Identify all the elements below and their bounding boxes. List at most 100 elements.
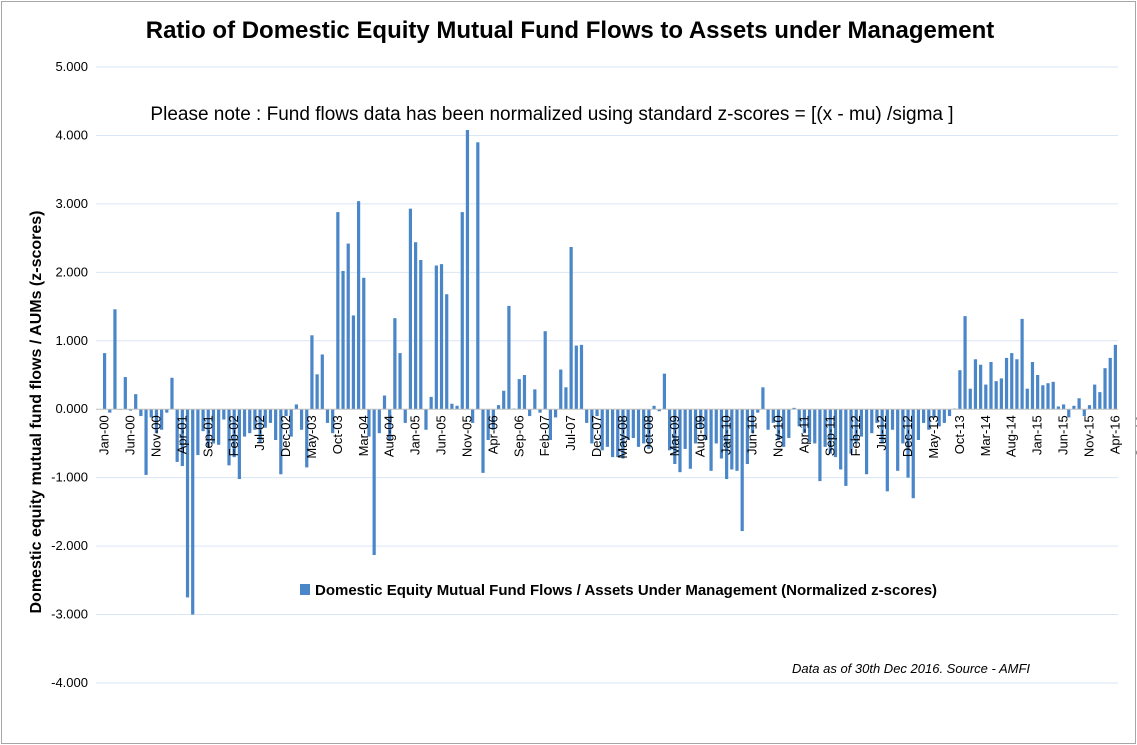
bar xyxy=(434,265,438,410)
bar xyxy=(947,409,952,417)
bar xyxy=(351,315,356,410)
bar xyxy=(636,409,641,447)
bar xyxy=(683,409,687,449)
bar xyxy=(564,387,568,410)
bar xyxy=(730,409,734,470)
bar xyxy=(1108,357,1112,410)
x-tick-label: Feb-07 xyxy=(537,415,552,456)
bar xyxy=(414,242,418,410)
bar xyxy=(528,409,532,417)
bar xyxy=(735,409,739,471)
x-tick-label: Dec-07 xyxy=(589,415,604,457)
bar xyxy=(217,409,221,445)
x-tick-label: Feb-12 xyxy=(848,415,863,456)
bar xyxy=(1046,383,1050,410)
x-tick-label: Jun-15 xyxy=(1056,415,1071,455)
bar xyxy=(471,409,475,423)
x-tick-label: Sep-01 xyxy=(200,415,215,457)
bar xyxy=(885,409,889,492)
bar xyxy=(227,409,231,466)
x-tick-label: Jun-10 xyxy=(745,415,760,455)
bar xyxy=(268,409,273,423)
bar xyxy=(668,409,672,451)
bar xyxy=(496,405,501,410)
bar xyxy=(896,409,900,471)
x-tick-label: May-03 xyxy=(304,415,319,458)
bar xyxy=(890,409,895,430)
bar xyxy=(336,212,340,410)
x-tick-label: Apr-06 xyxy=(485,415,500,454)
bar xyxy=(610,409,615,458)
x-tick-label: Mar-09 xyxy=(667,415,682,456)
bar xyxy=(180,409,184,467)
bar xyxy=(776,409,781,441)
x-tick-label: Nov-15 xyxy=(1082,415,1097,457)
x-tick-label: Oct-13 xyxy=(952,415,967,454)
bar xyxy=(756,409,760,413)
bar xyxy=(165,409,169,413)
x-tick-label: May-13 xyxy=(926,415,941,458)
bar xyxy=(787,409,791,438)
bar xyxy=(548,409,552,441)
bar xyxy=(839,409,843,470)
bar xyxy=(864,409,869,475)
x-tick-label: Dec-02 xyxy=(278,415,293,457)
bar xyxy=(719,409,724,459)
bar xyxy=(408,208,413,410)
x-tick-label: Jan-15 xyxy=(1030,415,1045,455)
bar xyxy=(253,409,257,430)
bar xyxy=(388,409,392,441)
bar xyxy=(1067,409,1071,418)
bar xyxy=(211,409,216,444)
x-tick-label: Jan-05 xyxy=(408,415,423,455)
bar xyxy=(320,354,324,410)
x-tick-label: Sep-16 xyxy=(1133,415,1137,457)
bar xyxy=(616,409,620,458)
bar xyxy=(543,331,547,410)
bar xyxy=(922,409,926,423)
y-axis-tick-labels: 5.000 4.000 3.000 2.000 1.000 0.000 -1.000 -2.0… xyxy=(51,59,88,690)
bar xyxy=(600,409,604,451)
bar xyxy=(1072,405,1076,410)
bar xyxy=(880,409,884,444)
bar xyxy=(626,409,630,441)
bar xyxy=(274,409,278,441)
bar xyxy=(248,409,252,434)
bar xyxy=(382,395,387,410)
bar xyxy=(481,409,485,473)
bar xyxy=(201,409,205,432)
bar xyxy=(958,370,962,410)
x-tick-label: Apr-16 xyxy=(1107,415,1122,454)
bar xyxy=(813,409,817,444)
bar xyxy=(439,264,444,410)
x-tick-label: Oct-03 xyxy=(330,415,345,454)
bar xyxy=(605,409,610,447)
bar xyxy=(294,404,298,410)
bar xyxy=(429,396,433,410)
bar xyxy=(1056,406,1060,410)
x-tick-label: May-08 xyxy=(615,415,630,458)
y-tick-label: 1.000 xyxy=(55,333,88,348)
bar xyxy=(232,409,236,458)
chart-title: Ratio of Domestic Equity Mutual Fund Flo… xyxy=(146,17,995,44)
bar xyxy=(299,409,304,430)
bar xyxy=(916,409,921,441)
bar xyxy=(968,388,972,410)
bar xyxy=(678,409,682,473)
bar xyxy=(1098,392,1102,410)
bar xyxy=(538,409,542,413)
x-tick-label: Oct-08 xyxy=(641,415,656,454)
bar xyxy=(185,409,190,598)
bar xyxy=(517,379,521,410)
bar xyxy=(1025,388,1029,410)
bar xyxy=(284,409,288,417)
bar xyxy=(149,409,153,418)
bar xyxy=(771,409,775,423)
bar xyxy=(367,409,371,437)
bar xyxy=(797,409,801,427)
bar xyxy=(553,409,558,418)
bar xyxy=(1077,398,1081,410)
x-tick-label: Jul-07 xyxy=(563,415,578,450)
bar xyxy=(999,378,1003,410)
x-tick-label: Mar-14 xyxy=(978,415,993,456)
